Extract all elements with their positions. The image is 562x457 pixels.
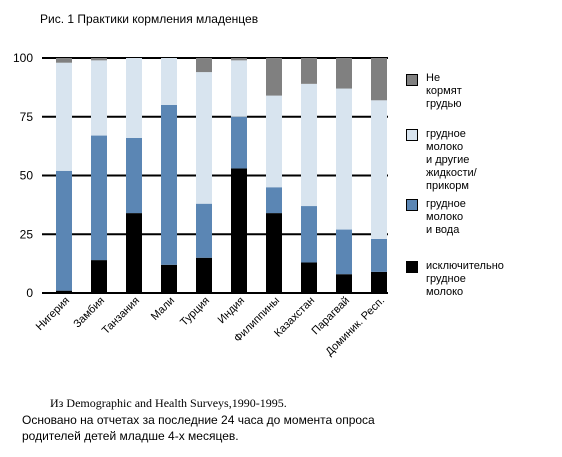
bar-segment [91,60,107,136]
bar-segment [231,60,247,117]
bar-segment [196,257,212,293]
x-tick-label: Танзания [100,295,142,337]
y-tick-label: 25 [20,227,34,241]
bar-segment [56,170,72,291]
bar-segment [266,95,282,188]
bar-segment [231,58,247,61]
chart-title: Рис. 1 Практики кормления младенцев [40,12,259,26]
x-tick-label: Индия [216,295,247,326]
bar-segment [196,203,212,258]
bar-segment [371,271,387,293]
bar-segment [56,58,72,63]
bar-segment [336,88,352,230]
legend-swatch [406,74,418,86]
bar-segment [91,58,107,61]
legend-label: Не кормят грудью [426,72,462,110]
bar-segment [161,105,177,265]
source-note: Из Demographic and Health Surveys,1990-1… [50,396,287,410]
bar-segment [196,72,212,204]
description-note: Основано на отчетах за последние 24 часа… [22,413,375,443]
bar-segment [266,213,282,293]
bar-segment [301,83,317,207]
bars [56,58,387,293]
y-axis-ticks: 0 25 50 75 100 [13,51,33,300]
x-tick-label: Мали [149,295,177,323]
bar-segment [126,213,142,293]
bar-segment [336,58,352,89]
legend-label: грудное молоко и другие жидкости/прикорм [426,128,477,192]
y-tick-label: 100 [13,51,33,65]
bar-segment [336,229,352,275]
bar-segment [371,58,387,101]
bar-segment [371,100,387,239]
bar-segment [371,238,387,272]
grid-lines [42,57,388,294]
bar-segment [161,58,177,105]
bar-segment [266,58,282,96]
bar-segment [301,58,317,84]
bar-segment [56,62,72,171]
x-tick-label: Турция [178,295,212,329]
legend-swatch [406,199,418,211]
y-tick-label: 0 [26,286,33,300]
bar-segment [336,274,352,293]
bar-segment [196,58,212,73]
legend-swatch [406,129,418,141]
bar-segment [126,137,142,214]
y-tick-label: 75 [20,110,34,124]
bar-segment [161,264,177,293]
y-tick-label: 50 [20,169,34,183]
bar-segment [56,290,72,293]
legend-label: исключительно грудное молоко [426,260,504,298]
bar-segment [266,187,282,214]
bar-segment [301,206,317,263]
bar-segment [126,58,142,138]
legend-label: грудное молоко и вода [426,198,466,236]
bar-segment [231,168,247,293]
bar-segment [91,260,107,293]
x-tick-label: Замбия [71,295,107,331]
x-tick-label: Нигерия [34,295,72,333]
bar-segment [91,135,107,261]
bar-segment [231,116,247,169]
legend-swatch [406,261,418,273]
bar-segment [301,262,317,293]
